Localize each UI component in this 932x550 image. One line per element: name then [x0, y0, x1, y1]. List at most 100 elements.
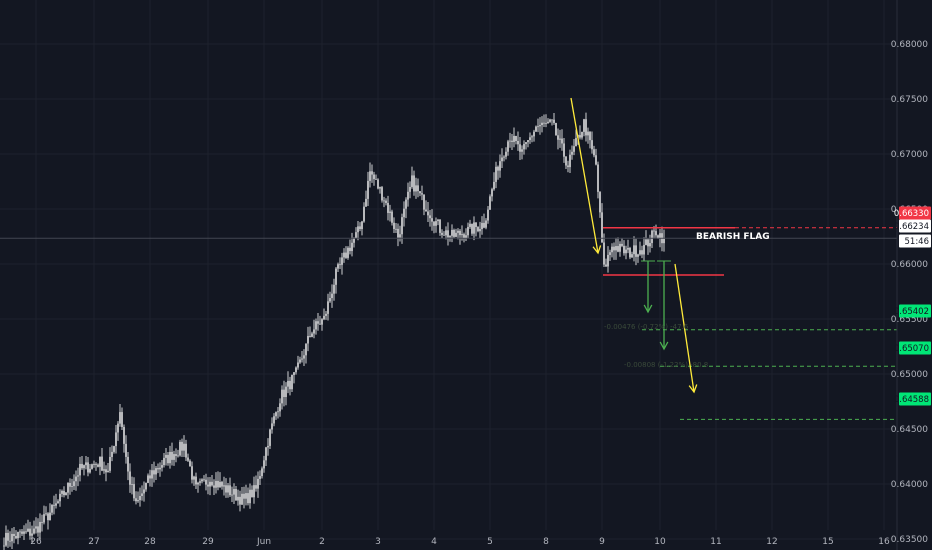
candle-body [25, 531, 27, 533]
candle-body [271, 423, 273, 430]
candle-body [227, 485, 229, 493]
yellow-arrow-target[interactable] [674, 263, 695, 393]
candle-body [361, 221, 363, 230]
candle-body [177, 455, 179, 457]
candle-body [289, 380, 291, 390]
x-tick-label: 16 [878, 537, 890, 547]
candle-body [241, 493, 243, 505]
candle-body [513, 135, 515, 142]
candle-body [33, 528, 35, 534]
candle-body [425, 209, 427, 212]
yellow-arrow-drop[interactable] [570, 97, 599, 254]
candle-body [471, 223, 473, 234]
time-axis[interactable]: 26 27 28 29 Jun 2 3 4 5 8 9 10 11 12 15 16 [30, 537, 890, 547]
candle-body [583, 119, 585, 132]
candle-body [65, 492, 67, 496]
candle-body [21, 531, 23, 534]
candle-body [181, 441, 183, 451]
candle-body [415, 185, 417, 192]
candle-body [453, 229, 455, 237]
candle-body [555, 122, 557, 136]
candle-body [223, 485, 225, 487]
candle-body [219, 481, 221, 488]
candle-body [273, 416, 275, 424]
candle-body [221, 481, 223, 487]
candle-body [349, 247, 351, 252]
candle-body [321, 319, 323, 325]
candle-body [437, 219, 439, 222]
candle-body [607, 254, 609, 267]
candle-body [113, 446, 115, 452]
x-tick-label: 11 [710, 537, 721, 547]
candle-body [299, 359, 301, 363]
candle-body [477, 227, 479, 232]
candle-body [537, 126, 539, 128]
candle-body [15, 536, 17, 539]
candle-body [591, 140, 593, 150]
candle-body [329, 298, 331, 302]
candle-body [5, 532, 7, 546]
x-tick-label: 26 [30, 537, 42, 547]
candle-body [97, 464, 99, 467]
candle-body [391, 211, 393, 223]
candle-body [325, 313, 327, 316]
candle-body [459, 230, 461, 236]
x-tick-label: 28 [144, 537, 156, 547]
price-badge-label: 0.66234 [894, 222, 929, 232]
candle-body [581, 131, 583, 138]
candle-body [337, 264, 339, 269]
candle-body [569, 154, 571, 168]
candle-body [429, 215, 431, 219]
candle-body [417, 185, 419, 192]
candle-body [131, 484, 133, 485]
candle-body [533, 131, 535, 137]
candle-body [7, 532, 9, 541]
price-badge-label: 0.64588 [894, 395, 929, 405]
yellow-arrow-drop-head [592, 245, 602, 255]
candle-body [305, 343, 307, 356]
candle-body [409, 186, 411, 192]
candle-body [165, 454, 167, 458]
x-tick-label: 15 [822, 537, 833, 547]
y-tick-label: 0.67000 [891, 150, 928, 160]
candle-body [355, 232, 357, 239]
candle-body [363, 206, 365, 222]
candle-body [209, 481, 211, 487]
candle-body [315, 321, 317, 330]
candle-body [47, 513, 49, 521]
candle-body [601, 212, 603, 243]
candle-body [281, 389, 283, 404]
measure-1-label: -0.00476 (-0.72%) -47.6 [604, 323, 689, 331]
candle-body [377, 179, 379, 189]
price-badge [899, 304, 931, 318]
y-tick-label: 0.67500 [891, 95, 928, 105]
pattern-label: BEARISH FLAG [696, 232, 770, 242]
candle-body [353, 238, 355, 243]
candle-body [235, 489, 237, 501]
candle-body [183, 443, 185, 451]
candle-body [217, 480, 219, 488]
price-badges: 0.66330 0.66234 51:46 0.65402 0.65070 0.64588 [894, 206, 931, 406]
candle-body [543, 122, 545, 124]
candle-body [575, 138, 577, 147]
candle-body [31, 533, 33, 536]
yellow-arrow-target-head [688, 384, 698, 394]
candle-body [451, 229, 453, 236]
candle-body [597, 164, 599, 192]
candle-body [397, 228, 399, 238]
candle-body [663, 238, 665, 244]
candle-body [245, 493, 247, 499]
candle-body [317, 321, 319, 324]
candle-body [447, 230, 449, 238]
candle-body [197, 482, 199, 485]
drawings[interactable]: BEARISH FLAG -0.00476 (-0.72%) -47.6 -0.00… [0, 97, 897, 420]
candle-body [593, 149, 595, 156]
grid [0, 0, 897, 540]
candle-body [151, 470, 153, 479]
candle-body [385, 200, 387, 203]
candle-body [651, 230, 653, 244]
candle-body [263, 460, 265, 469]
candle-body [525, 142, 527, 144]
price-badge [899, 392, 931, 406]
